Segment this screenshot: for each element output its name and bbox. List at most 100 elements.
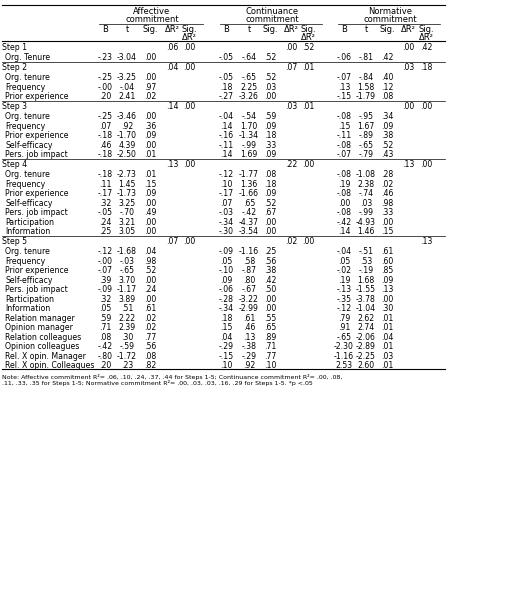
Text: B: B: [102, 25, 108, 34]
Text: -.12: -.12: [97, 247, 112, 256]
Text: .42: .42: [264, 276, 276, 285]
Text: -.30: -.30: [219, 228, 233, 236]
Text: .42: .42: [420, 43, 432, 52]
Text: Step 3: Step 3: [2, 102, 27, 111]
Text: -3.46: -3.46: [117, 113, 137, 121]
Text: -.02: -.02: [337, 266, 351, 276]
Text: .42: .42: [381, 54, 393, 62]
Text: Rel. X opin. Manager: Rel. X opin. Manager: [5, 352, 86, 361]
Text: B: B: [341, 25, 347, 34]
Text: -.95: -.95: [359, 113, 373, 121]
Text: -.34: -.34: [219, 304, 233, 313]
Text: -.00: -.00: [97, 256, 112, 266]
Text: -2.06: -2.06: [356, 333, 376, 342]
Text: -3.54: -3.54: [239, 228, 259, 236]
Text: .02: .02: [381, 180, 393, 189]
Text: -1.77: -1.77: [239, 170, 259, 179]
Text: -3.26: -3.26: [239, 92, 259, 101]
Text: .01: .01: [381, 343, 393, 351]
Text: -1.55: -1.55: [356, 285, 376, 294]
Text: Step 2: Step 2: [2, 63, 27, 72]
Text: .00: .00: [183, 161, 195, 169]
Text: -1.68: -1.68: [117, 247, 137, 256]
Text: -.15: -.15: [219, 352, 233, 361]
Text: .05: .05: [220, 256, 232, 266]
Text: Sig.: Sig.: [379, 25, 395, 34]
Text: -.65: -.65: [359, 141, 373, 149]
Text: .05: .05: [99, 304, 111, 313]
Text: -.59: -.59: [120, 343, 134, 351]
Text: .00: .00: [183, 63, 195, 72]
Text: 1.46: 1.46: [358, 228, 374, 236]
Text: .11, .33, .35 for Steps 1-5; Normative commitment R²= .00, .03, .03, .16, .29 fo: .11, .33, .35 for Steps 1-5; Normative c…: [2, 380, 313, 386]
Text: Pers. job impact: Pers. job impact: [5, 208, 68, 217]
Text: .09: .09: [144, 189, 156, 198]
Text: -.17: -.17: [97, 189, 112, 198]
Text: commitment: commitment: [125, 15, 179, 25]
Text: .02: .02: [144, 323, 156, 332]
Text: .09: .09: [220, 276, 232, 285]
Text: .61: .61: [381, 247, 393, 256]
Text: -.05: -.05: [97, 208, 112, 217]
Text: -.64: -.64: [242, 54, 256, 62]
Text: -.03: -.03: [219, 208, 233, 217]
Text: 1.45: 1.45: [119, 180, 135, 189]
Text: -.05: -.05: [219, 73, 233, 82]
Text: .00: .00: [402, 43, 414, 52]
Text: -.42: -.42: [337, 218, 351, 227]
Text: .08: .08: [144, 352, 156, 361]
Text: -.34: -.34: [219, 218, 233, 227]
Text: Information: Information: [5, 304, 50, 313]
Text: .52: .52: [264, 199, 276, 208]
Text: .56: .56: [144, 343, 156, 351]
Text: .02: .02: [144, 314, 156, 323]
Text: -1.08: -1.08: [356, 170, 376, 179]
Text: -1.73: -1.73: [117, 189, 137, 198]
Text: -3.04: -3.04: [117, 54, 137, 62]
Text: .11: .11: [98, 180, 111, 189]
Text: .18: .18: [264, 131, 276, 140]
Text: .22: .22: [285, 161, 297, 169]
Text: Org. tenure: Org. tenure: [5, 170, 50, 179]
Text: -1.79: -1.79: [356, 92, 376, 101]
Text: .33: .33: [264, 141, 276, 149]
Text: .10: .10: [220, 180, 232, 189]
Text: .12: .12: [381, 83, 393, 92]
Text: .00: .00: [264, 228, 276, 236]
Text: Pers. job impact: Pers. job impact: [5, 150, 68, 159]
Text: ΔR²: ΔR²: [165, 25, 180, 34]
Text: -.67: -.67: [242, 285, 256, 294]
Text: .02: .02: [285, 237, 297, 246]
Text: 2.60: 2.60: [358, 361, 374, 370]
Text: .92: .92: [243, 361, 255, 370]
Text: 3.25: 3.25: [119, 199, 135, 208]
Text: .15: .15: [220, 323, 232, 332]
Text: Sig.: Sig.: [300, 25, 316, 34]
Text: .14: .14: [220, 150, 232, 159]
Text: .52: .52: [144, 266, 156, 276]
Text: -.87: -.87: [242, 266, 256, 276]
Text: .09: .09: [264, 150, 276, 159]
Text: .46: .46: [381, 189, 393, 198]
Text: .61: .61: [243, 314, 255, 323]
Text: -.06: -.06: [337, 54, 351, 62]
Text: -.04: -.04: [219, 113, 233, 121]
Text: Frequency: Frequency: [5, 83, 45, 92]
Text: .09: .09: [144, 131, 156, 140]
Text: -.42: -.42: [97, 343, 112, 351]
Text: .04: .04: [381, 333, 393, 342]
Text: Frequency: Frequency: [5, 122, 45, 131]
Text: .10: .10: [220, 361, 232, 370]
Text: .24: .24: [144, 285, 156, 294]
Text: .25: .25: [264, 247, 276, 256]
Text: 2.62: 2.62: [358, 314, 374, 323]
Text: -.12: -.12: [219, 170, 233, 179]
Text: .23: .23: [121, 361, 133, 370]
Text: Relation manager: Relation manager: [5, 314, 75, 323]
Text: -.17: -.17: [219, 189, 233, 198]
Text: Rel. X opin. Colleagues: Rel. X opin. Colleagues: [5, 361, 94, 370]
Text: -.13: -.13: [337, 285, 351, 294]
Text: -.07: -.07: [337, 150, 351, 159]
Text: .03: .03: [285, 102, 297, 111]
Text: -1.17: -1.17: [117, 285, 137, 294]
